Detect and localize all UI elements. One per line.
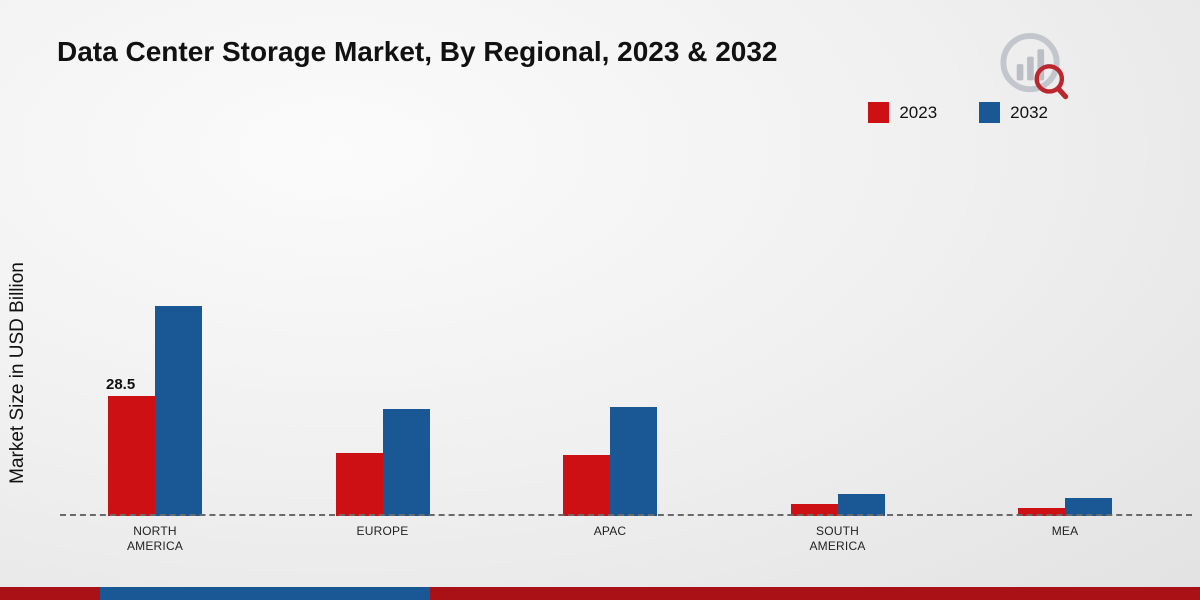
legend-item-2032: 2032 bbox=[979, 102, 1048, 123]
bar-2023-north-america: 28.5 bbox=[106, 376, 155, 516]
logo-chart-magnifier-icon bbox=[1000, 33, 1069, 100]
legend-swatch-2032 bbox=[979, 102, 1001, 123]
category-label-apac: APAC bbox=[593, 524, 627, 538]
bar-2032-south-america bbox=[837, 494, 885, 516]
bar-2023-south-america bbox=[790, 504, 838, 516]
category-label-europe: EUROPE bbox=[356, 524, 409, 538]
category-label-south-america: SOUTH AMERICA bbox=[809, 524, 866, 553]
legend-swatch-2023 bbox=[868, 102, 890, 123]
plot-area: 28.5 NORTH AMERICA EUROPE APAC SOUTH AMERICA… bbox=[60, 96, 1185, 553]
bar-group-apac: APAC bbox=[550, 96, 670, 538]
bar-group-mea: MEA bbox=[1005, 96, 1125, 538]
x-axis-baseline bbox=[60, 514, 1192, 516]
bars-south-america bbox=[790, 494, 885, 516]
bar-group-north-america: 28.5 NORTH AMERICA bbox=[95, 96, 215, 553]
bars-europe bbox=[335, 408, 430, 516]
bars-mea bbox=[1018, 498, 1112, 516]
brand-logo bbox=[996, 30, 1070, 115]
category-label-mea: MEA bbox=[1051, 524, 1079, 538]
page-title: Data Center Storage Market, By Regional,… bbox=[57, 36, 778, 67]
bar-2023-apac bbox=[563, 455, 610, 516]
bar-2023-europe bbox=[335, 453, 383, 516]
bar-group-europe: EUROPE bbox=[323, 96, 443, 538]
bar-value-label-2023-north-america: 28.5 bbox=[106, 376, 136, 394]
bar-2032-europe bbox=[382, 408, 430, 516]
y-axis-label: Market Size in USD Billion bbox=[7, 262, 28, 484]
bar-2032-apac bbox=[610, 406, 657, 516]
bar-2032-north-america bbox=[155, 306, 202, 516]
category-label-north-america: NORTH AMERICA bbox=[126, 524, 184, 553]
legend-label-2032: 2032 bbox=[1010, 102, 1048, 122]
bars-apac bbox=[563, 406, 657, 516]
legend-item-2023: 2023 bbox=[868, 102, 937, 123]
bar-2032-mea bbox=[1065, 498, 1112, 516]
legend-label-2023: 2023 bbox=[899, 102, 938, 122]
bars-north-america: 28.5 bbox=[106, 306, 202, 516]
legend: 2023 2032 bbox=[868, 102, 1048, 123]
footer-blue-strip bbox=[100, 587, 430, 600]
bar-group-south-america: SOUTH AMERICA bbox=[778, 96, 898, 553]
bar-2023-mea bbox=[1018, 507, 1065, 516]
